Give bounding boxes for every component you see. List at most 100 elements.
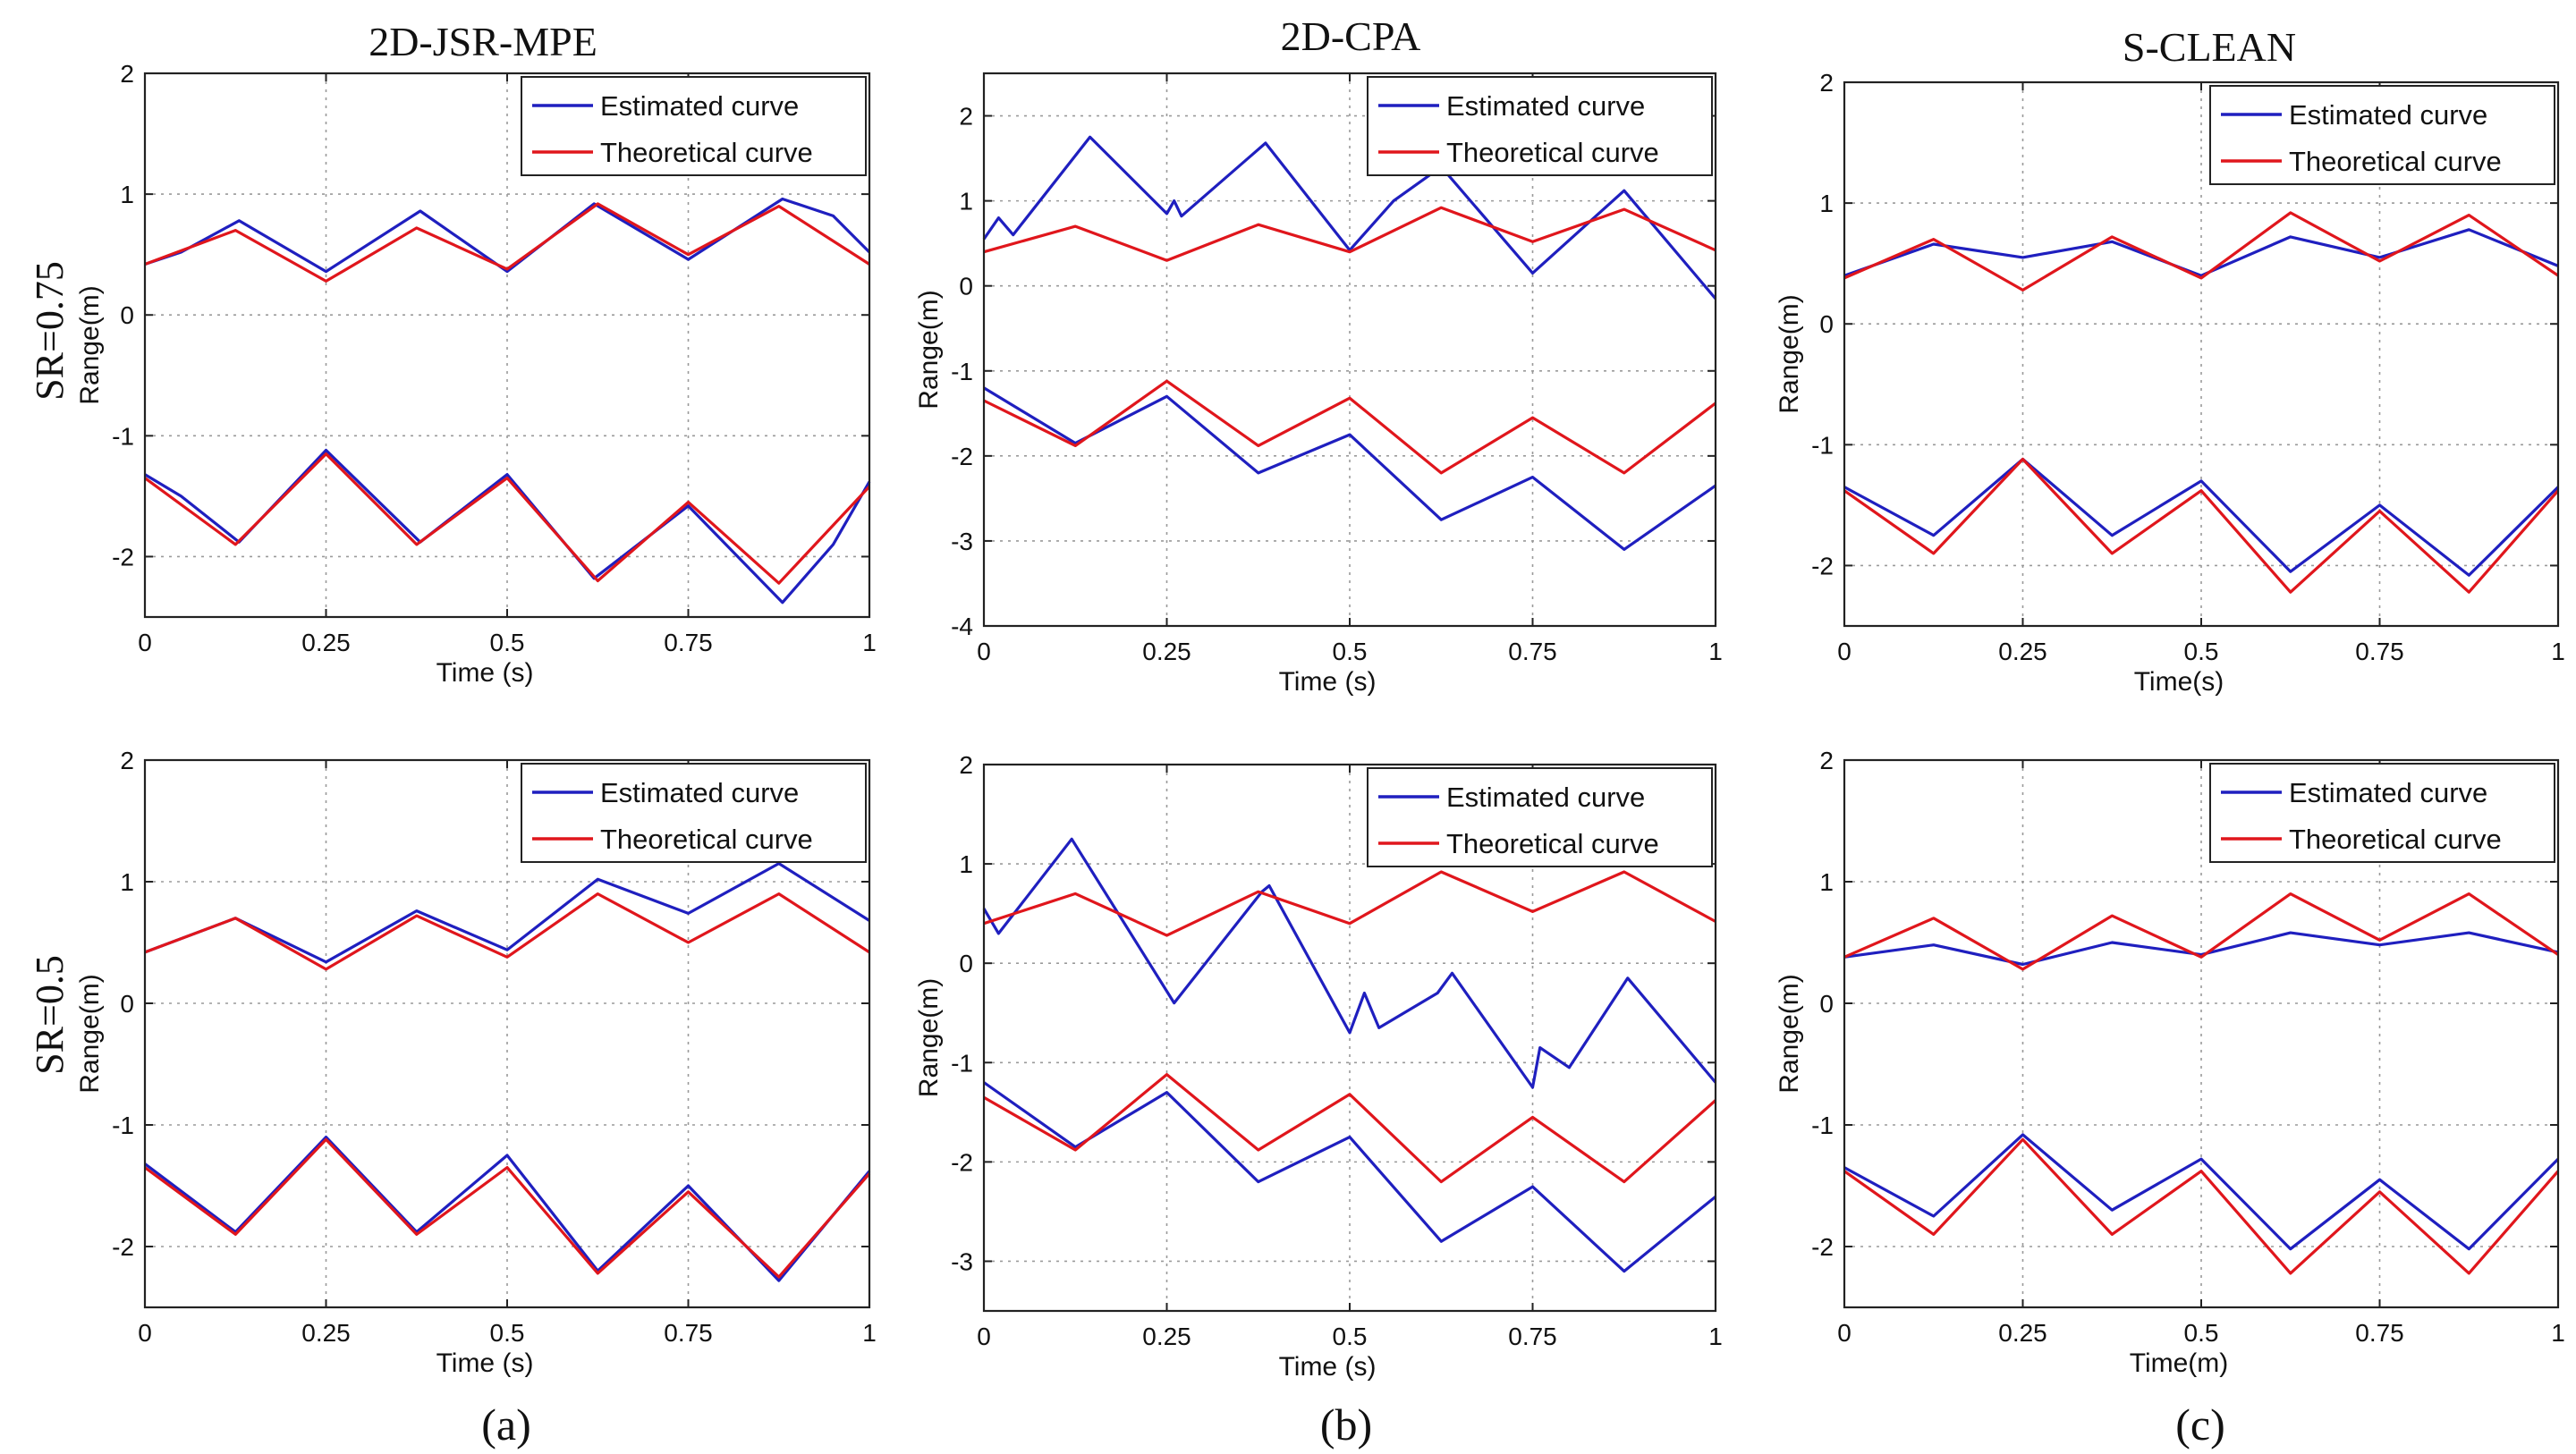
legend: Estimated curve Theoretical curve	[521, 76, 867, 176]
x-tick-label: 0.75	[2355, 1319, 2404, 1347]
theoretical-curve-3	[983, 379, 1716, 475]
legend-box	[1367, 767, 1713, 867]
y-tick-label: 2	[1819, 69, 1834, 97]
x-axis-label: Time (s)	[436, 1348, 534, 1378]
y-tick-label: -2	[951, 1148, 973, 1176]
y-tick-label: -2	[112, 543, 134, 571]
theoretical-curve-2	[983, 870, 1716, 937]
y-axis-label: Range(m)	[914, 978, 944, 1097]
y-tick-label: 2	[959, 751, 973, 779]
chart-panel-sclean-sr05: 0 0.25 0.5 0.75 1 -2 -1 0 1 2 Time(m) Range(m) Estim…	[1775, 747, 2565, 1378]
y-axis-label: Range(m)	[75, 974, 105, 1093]
y-tick-label: 2	[120, 747, 134, 774]
legend-label-theoretical: Theoretical curve	[600, 137, 813, 168]
y-tick-label: -2	[1811, 1233, 1834, 1261]
chart-panel-jsr-sr05: 0 0.25 0.5 0.75 1 -2 -1 0 1 2 Time (s) Range(m) Esti…	[75, 747, 877, 1378]
x-tick-label: 1	[862, 629, 877, 656]
column-title-s-clean: S-CLEAN	[2123, 24, 2296, 70]
x-tick-label: 0	[1837, 638, 1852, 665]
y-tick-label: 1	[959, 850, 973, 878]
legend: Estimated curve Theoretical curve	[521, 763, 867, 863]
y-tick-label: -2	[1811, 552, 1834, 579]
legend-box	[1367, 76, 1713, 176]
x-axis-label: Time(s)	[2134, 667, 2224, 697]
x-tick-label: 0.25	[1998, 638, 2047, 665]
x-tick-label: 0	[977, 1323, 991, 1350]
y-axis-label: Range(m)	[914, 290, 944, 409]
legend: Estimated curve Theoretical curve	[2209, 763, 2555, 863]
legend-label-theoretical: Theoretical curve	[600, 824, 813, 855]
y-tick-label: -3	[951, 528, 973, 555]
x-tick-label: 0	[977, 638, 991, 665]
theoretical-curve-3	[1843, 1137, 2560, 1275]
panel-label-b: (b)	[1320, 1399, 1372, 1450]
y-tick-label: 1	[120, 181, 134, 208]
y-tick-label: -4	[951, 613, 973, 640]
estimated-curve-1	[983, 1081, 1717, 1273]
estimated-curve-0	[144, 861, 870, 964]
y-tick-label: 2	[1819, 747, 1834, 774]
x-tick-label: 0.25	[1998, 1319, 2047, 1347]
y-tick-label: 0	[120, 301, 134, 329]
estimated-curve-0	[1843, 931, 2559, 967]
x-tick-label: 0.5	[490, 629, 525, 656]
row-label-sr-05: SR=0.5	[28, 955, 72, 1075]
x-tick-label: 1	[2551, 638, 2565, 665]
y-tick-label: 2	[120, 60, 134, 88]
y-tick-label: -1	[951, 1049, 973, 1077]
y-tick-label: 0	[1819, 990, 1834, 1018]
theoretical-curve-3	[144, 1137, 871, 1279]
estimated-curve-1	[983, 386, 1716, 552]
x-tick-label: 0.5	[490, 1319, 525, 1347]
x-axis-label: Time (s)	[436, 658, 534, 688]
panel-label-c: (c)	[2175, 1399, 2225, 1450]
x-tick-label: 0.25	[1142, 1323, 1191, 1350]
x-tick-label: 0.75	[664, 629, 713, 656]
theoretical-curve-3	[144, 452, 871, 585]
theoretical-curve-2	[144, 892, 870, 971]
x-tick-label: 0.25	[301, 1319, 351, 1347]
theoretical-curve-3	[1843, 457, 2560, 594]
legend-box	[2209, 85, 2555, 185]
legend-label-theoretical: Theoretical curve	[1446, 828, 1659, 859]
x-tick-label: 0.75	[1508, 1323, 1557, 1350]
y-tick-label: -3	[951, 1247, 973, 1275]
theoretical-curve-2	[1843, 892, 2559, 971]
legend: Estimated curve Theoretical curve	[1367, 76, 1713, 176]
x-tick-label: 0	[1837, 1319, 1852, 1347]
legend-label-estimated: Estimated curve	[600, 777, 799, 808]
legend-label-estimated: Estimated curve	[1446, 90, 1645, 122]
y-tick-label: -1	[112, 422, 134, 450]
estimated-curve-0	[982, 135, 1717, 300]
y-tick-label: -1	[1811, 431, 1834, 459]
x-tick-label: 0.5	[1333, 638, 1368, 665]
row-label-sr-075: SR=0.75	[28, 261, 72, 401]
estimated-curve-1	[144, 448, 871, 604]
x-tick-label: 0.75	[2355, 638, 2404, 665]
legend: Estimated curve Theoretical curve	[1367, 767, 1713, 867]
x-tick-label: 1	[1708, 638, 1723, 665]
y-axis-label: Range(m)	[1775, 974, 1804, 1093]
x-tick-label: 0	[138, 1319, 152, 1347]
chart-panel-cpa-sr075: 0 0.25 0.5 0.75 1 -4 -3 -2 -1 0 1 2 Time (s) Range(m)…	[914, 72, 1723, 697]
x-tick-label: 0.75	[664, 1319, 713, 1347]
legend-box	[2209, 763, 2555, 863]
x-tick-label: 0	[138, 629, 152, 656]
estimated-curve-0	[982, 837, 1717, 1089]
x-tick-label: 0.5	[2184, 638, 2219, 665]
legend-label-theoretical: Theoretical curve	[2289, 824, 2502, 855]
y-tick-label: -1	[1811, 1112, 1834, 1139]
y-tick-label: 1	[1819, 190, 1834, 217]
legend-label-estimated: Estimated curve	[2289, 99, 2487, 131]
y-tick-label: 0	[959, 273, 973, 300]
x-axis-label: Time (s)	[1279, 667, 1377, 697]
estimated-curve-0	[144, 197, 871, 274]
x-tick-label: 1	[862, 1319, 877, 1347]
legend-label-estimated: Estimated curve	[2289, 777, 2487, 808]
panel-label-a: (a)	[481, 1399, 531, 1450]
legend-box	[521, 763, 867, 863]
x-tick-label: 0.5	[2184, 1319, 2219, 1347]
y-tick-label: 0	[120, 990, 134, 1018]
x-axis-label: Time (s)	[1279, 1352, 1377, 1382]
